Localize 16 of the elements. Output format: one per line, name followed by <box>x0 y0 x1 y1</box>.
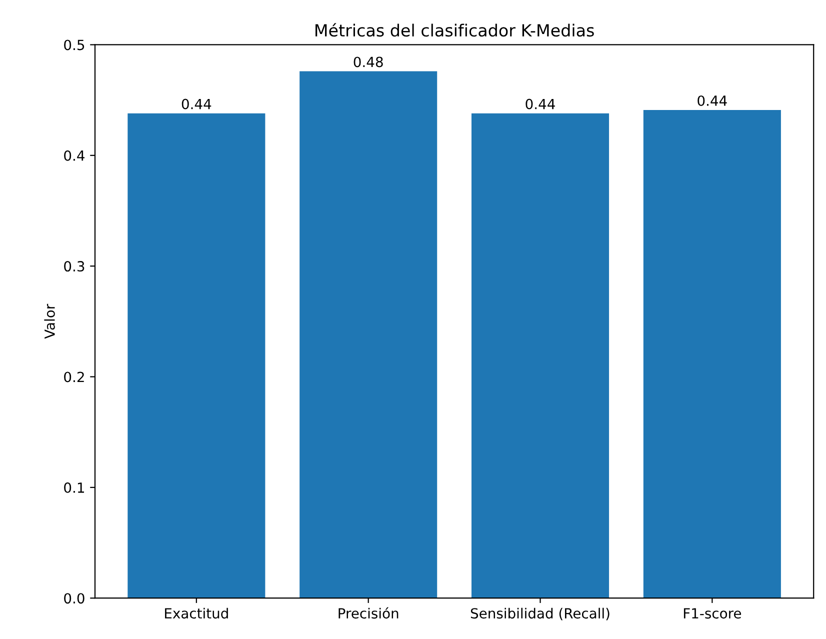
y-tick-label: 0.1 <box>64 482 84 493</box>
x-tick-label: Exactitud <box>165 608 228 619</box>
y-tick-label: 0.5 <box>64 40 84 50</box>
x-tick-label: Precisión <box>338 607 398 619</box>
y-axis-title: Valor <box>44 304 55 339</box>
x-tick-label: Sensibilidad (Recall) <box>470 608 610 620</box>
data-label: 0.44 <box>526 98 555 110</box>
y-tick-label: 0.3 <box>64 261 84 272</box>
chart-title: Métricas del clasificador K-Medias <box>316 23 594 37</box>
y-tick-label: 0.4 <box>64 150 84 161</box>
y-tick-label: 0.2 <box>64 372 84 382</box>
data-label: 0.44 <box>698 95 727 106</box>
data-label: 0.48 <box>354 56 383 68</box>
y-tick-label: 0.0 <box>64 593 84 604</box>
data-label: 0.44 <box>182 98 212 110</box>
x-tick-label: F1-score <box>684 608 742 619</box>
